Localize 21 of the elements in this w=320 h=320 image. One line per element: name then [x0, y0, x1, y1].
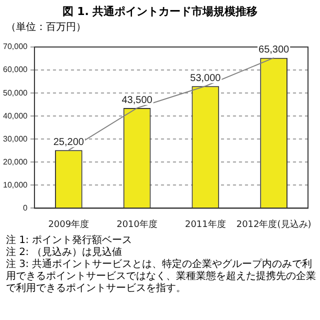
text: 注 3: 共通ポイントサービスとは、特定の企業やグループ内のみで利用できるポイントサービスではなく、業種業態を超えた提携先の企業で利用できるポイントサービスを指す。	[6, 259, 316, 295]
data-label: 25,200	[53, 136, 84, 148]
y-tick-label: 20,000	[3, 157, 28, 166]
y-tick-label: 70,000	[3, 42, 28, 52]
data-label: 65,300	[258, 44, 290, 56]
y-tick-label: 60,000	[3, 65, 28, 74]
x-tick-label: 2010年度	[116, 218, 158, 230]
x-tick-label: 2011年度	[184, 218, 226, 230]
y-axis-title: （単位：百万円）	[5, 21, 87, 33]
x-tick-label: 2009年度	[48, 218, 90, 230]
y-tick-label: 30,000	[3, 134, 28, 144]
y-tick-label: 40,000	[3, 111, 28, 120]
data-label: 53,000	[190, 72, 222, 84]
y-tick-label: 50,000	[3, 88, 28, 98]
data-label: 43,500	[122, 94, 153, 106]
text: 注 1: ポイント発行額ベース	[6, 235, 134, 246]
y-tick-label: 10,000	[3, 180, 28, 190]
text: 注 2: （見込み）は見込値	[6, 247, 124, 258]
chart-title: 図 1. 共通ポイントカード市場規模推移	[61, 4, 259, 20]
y-tick-label: 0	[23, 203, 28, 212]
x-tick-label: 2012年度(見込み)	[236, 218, 312, 230]
